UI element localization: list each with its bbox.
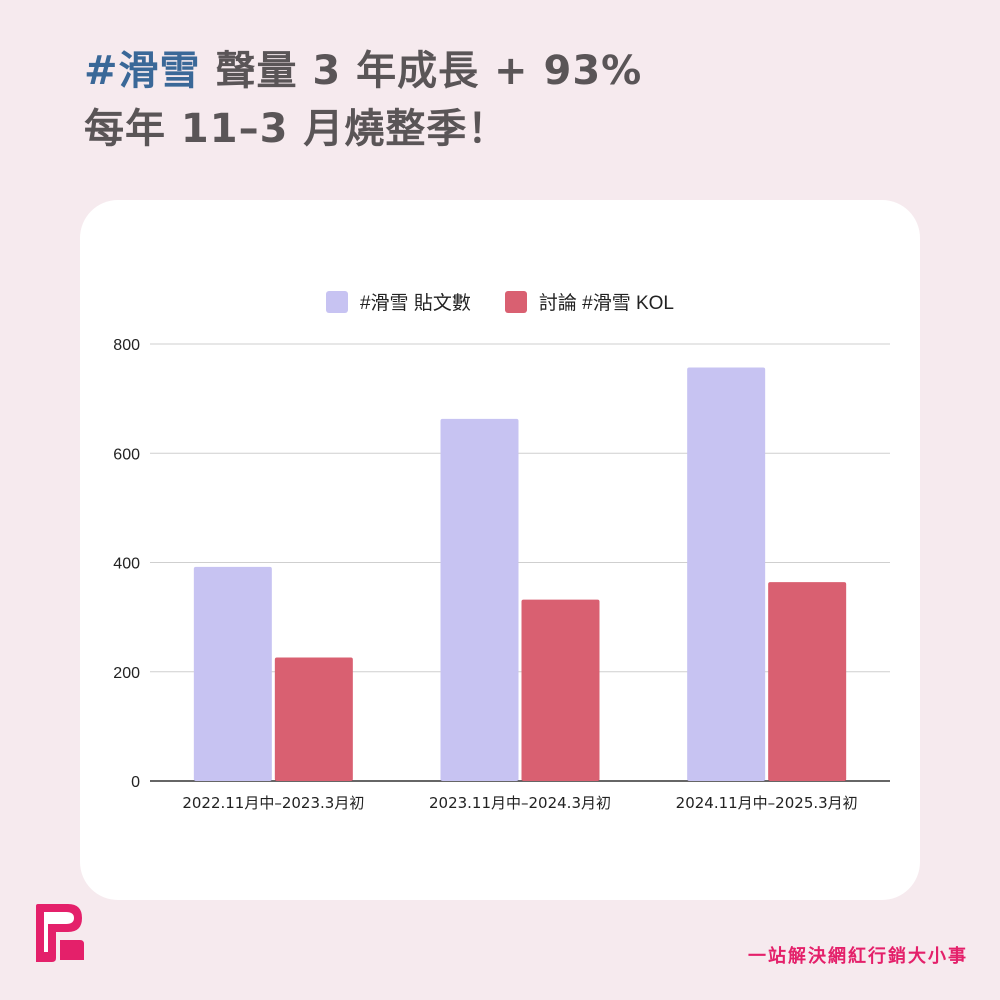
y-tick-label: 200 [113, 665, 140, 682]
y-tick-label: 400 [113, 556, 140, 573]
chart-legend: #滑雪 貼文數 討論 #滑雪 KOL [80, 288, 920, 315]
y-tick-label: 0 [131, 774, 140, 791]
bar-series-1 [193, 566, 272, 781]
legend-swatch-series-2 [504, 290, 527, 313]
headline-hashtag: #滑雪 [84, 48, 201, 94]
bar-series-2 [768, 582, 847, 781]
chart-card: #滑雪 貼文數 討論 #滑雪 KOL 0 200 400 600 800 2022.11月… [80, 200, 920, 900]
legend-item-series-2: 討論 #滑雪 KOL [504, 288, 674, 315]
legend-label-series-2: 討論 #滑雪 KOL [538, 293, 674, 314]
x-tick-label: 2024.11月中–2025.3月初 [676, 794, 858, 812]
x-tick-label: 2023.11月中–2024.3月初 [429, 794, 611, 812]
legend-label-series-1: #滑雪 貼文數 [359, 293, 471, 314]
brand-logo-icon [36, 904, 84, 962]
y-tick-label: 800 [113, 337, 140, 354]
bar-series-2 [521, 599, 600, 781]
headline-line-2: 每年 11–3 月燒整季！ [84, 106, 509, 152]
x-tick-label: 2022.11月中–2023.3月初 [182, 794, 364, 812]
legend-swatch-series-1 [325, 290, 348, 313]
headline-line-1-text: 聲量 3 年成長 + 93% [200, 48, 643, 94]
bar-series-1 [687, 367, 766, 781]
brand-tagline: 一站解決網紅行銷大小事 [748, 946, 968, 967]
bar-chart: 0 200 400 600 800 2022.11月中–2023.3月初 2023.11月中… [113, 337, 890, 812]
legend-item-series-1: #滑雪 貼文數 [325, 288, 471, 315]
y-tick-label: 600 [113, 446, 140, 463]
headline-line-1: #滑雪 聲量 3 年成長 + 93% [84, 42, 642, 100]
headline: #滑雪 聲量 3 年成長 + 93% 每年 11–3 月燒整季！ [84, 42, 642, 158]
bar-series-1 [440, 418, 519, 781]
bar-series-2 [274, 657, 353, 781]
